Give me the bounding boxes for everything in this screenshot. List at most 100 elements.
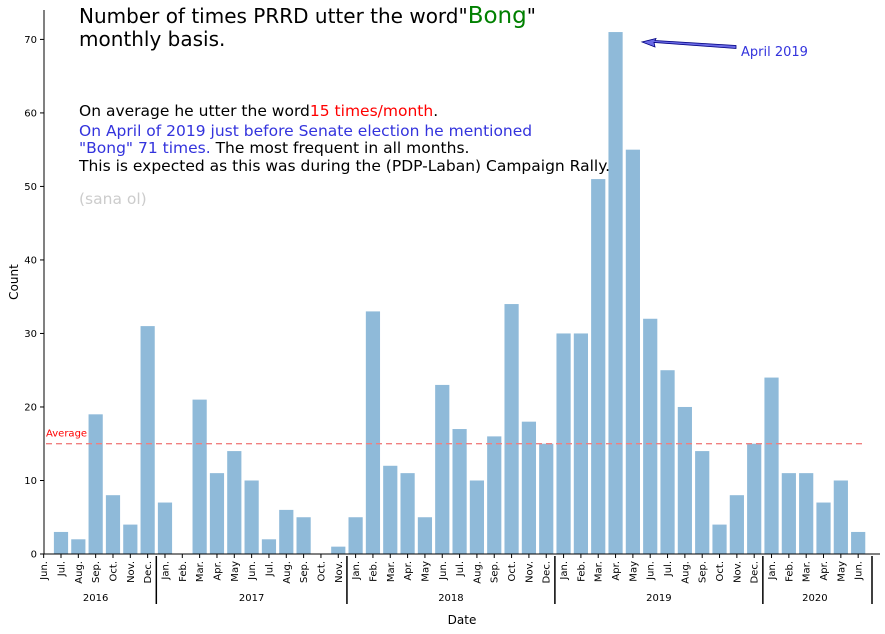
bar — [157, 502, 173, 554]
bar — [53, 531, 69, 554]
bar — [487, 436, 502, 554]
x-tick-label: Dec. — [750, 561, 761, 584]
x-tick-label: Sep. — [299, 561, 310, 583]
year-label: 2017 — [239, 593, 264, 604]
bar — [209, 473, 225, 554]
x-tick-label: Sep. — [490, 561, 501, 583]
annotation-arrow — [640, 37, 737, 49]
bar — [383, 465, 398, 554]
x-tick-label: Jan. — [351, 561, 362, 581]
bar — [504, 304, 519, 554]
bar — [435, 384, 450, 554]
bar — [452, 429, 467, 554]
x-tick-label: Oct. — [108, 561, 119, 581]
bar — [469, 480, 485, 554]
x-tick-label: Dec. — [143, 561, 154, 584]
average-label: Average — [46, 429, 87, 440]
bar — [365, 311, 381, 554]
bar — [123, 524, 138, 554]
title-word-bong: Bong — [467, 3, 527, 29]
x-tick-label: Nov. — [732, 561, 743, 583]
x-tick-label: Jul. — [455, 561, 466, 577]
bar — [799, 473, 814, 554]
bar — [331, 546, 346, 554]
x-tick-label: Mar. — [195, 561, 206, 582]
bar — [417, 517, 433, 554]
bar — [244, 480, 259, 554]
bar — [105, 495, 121, 554]
x-tick-label: Jun. — [646, 561, 657, 581]
x-tick-label: Jun. — [438, 561, 449, 581]
y-axis-label: Count — [7, 264, 21, 300]
x-tick-label: Jul. — [663, 561, 674, 577]
x-axis-label: Date — [448, 613, 477, 627]
x-tick-label: Mar. — [802, 561, 813, 582]
x-tick-label: Sep. — [698, 561, 709, 583]
x-tick-label: May — [230, 561, 241, 582]
year-label: 2020 — [802, 593, 827, 604]
april-note-line-2: "Bong" 71 times. The most frequent in al… — [79, 139, 470, 157]
bar — [556, 333, 571, 554]
x-tick-label: Jun. — [39, 561, 50, 581]
year-label: 2016 — [83, 593, 108, 604]
bar — [833, 480, 848, 554]
bar — [695, 451, 710, 554]
bar — [71, 539, 86, 554]
x-tick-label: Oct. — [316, 561, 327, 581]
y-tick-label: 10 — [24, 476, 37, 487]
credit-note: (sana ol) — [79, 190, 147, 208]
x-tick-label: May — [836, 561, 847, 582]
y-tick-label: 30 — [24, 329, 37, 340]
x-tick-label: Mar. — [386, 561, 397, 582]
bar — [643, 318, 658, 554]
x-tick-label: Oct. — [715, 561, 726, 581]
april-note-line-1: On April of 2019 just before Senate elec… — [79, 122, 533, 140]
bar — [521, 421, 537, 554]
x-tick-label: Sep. — [91, 561, 102, 583]
bar — [781, 473, 796, 554]
x-tick-label: Feb. — [784, 561, 795, 582]
bar — [192, 399, 207, 554]
average-value-text: 15 times/month — [309, 102, 434, 120]
x-tick-label: Nov. — [334, 561, 345, 583]
x-tick-label: Jan. — [767, 561, 778, 581]
y-tick-label: 70 — [24, 35, 37, 46]
year-label: 2018 — [438, 593, 463, 604]
bar — [539, 443, 554, 554]
x-tick-label: Apr. — [403, 561, 414, 581]
bar — [677, 406, 692, 554]
x-tick-label: Dec. — [542, 561, 553, 584]
bar — [729, 495, 744, 554]
bar — [296, 517, 311, 554]
campaign-note: This is expected as this was during the … — [79, 157, 611, 175]
x-tick-label: Aug. — [680, 561, 691, 584]
bar — [712, 524, 727, 554]
annotation-label: April 2019 — [741, 45, 808, 60]
y-tick-label: 60 — [24, 108, 37, 119]
y-tick-label: 20 — [24, 402, 37, 413]
x-tick-label: Apr. — [212, 561, 223, 581]
x-tick-label: Aug. — [472, 561, 483, 584]
y-tick-label: 50 — [24, 182, 37, 193]
x-tick-label: Aug. — [282, 561, 293, 584]
chart-title-line-1: Number of times PRRD utter the word"Bong… — [79, 3, 536, 29]
x-tick-label: Jan. — [559, 561, 570, 581]
x-tick-label: Nov. — [126, 561, 137, 583]
x-tick-label: Oct. — [507, 561, 518, 581]
bar — [660, 370, 675, 554]
y-tick-label: 0 — [31, 550, 37, 561]
x-tick-label: Feb. — [368, 561, 379, 582]
bar — [608, 32, 623, 554]
x-tick-label: Jul. — [264, 561, 275, 577]
bar — [816, 502, 831, 554]
bar — [279, 509, 294, 554]
y-tick-label: 40 — [24, 255, 37, 266]
bar — [764, 377, 779, 554]
average-note: On average he utter the word15 times/mon… — [79, 102, 439, 120]
bar — [400, 473, 415, 554]
bar — [348, 517, 363, 554]
chart-title-line-2: monthly basis. — [79, 27, 226, 51]
x-tick-label: Jun. — [854, 561, 865, 581]
x-tick-label: Feb. — [178, 561, 189, 582]
